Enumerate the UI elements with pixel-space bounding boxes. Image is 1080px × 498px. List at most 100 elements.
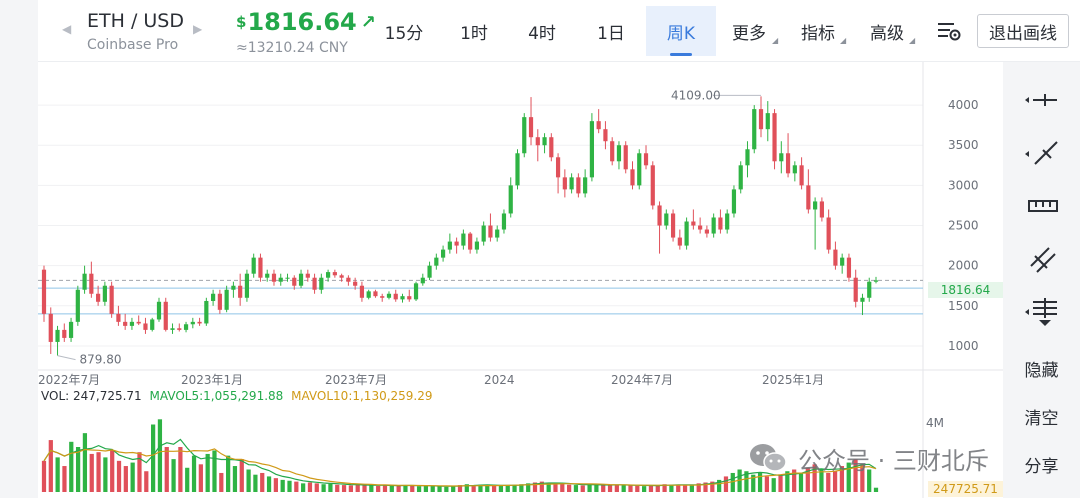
candle — [549, 133, 554, 162]
candle — [75, 285, 80, 326]
tab-15min[interactable]: 15分 — [384, 23, 424, 44]
price-chart[interactable]: 1000 1500 2000 2500 3000 3500 4000 2022年7月 2023年… — [38, 62, 1003, 388]
candle — [339, 273, 344, 282]
volume-bar — [621, 484, 626, 492]
volume-bar — [41, 460, 47, 492]
volume-bar — [260, 472, 265, 492]
candle — [765, 101, 770, 142]
volume-bar — [587, 484, 592, 492]
volume-bar — [151, 424, 156, 492]
volume-bar — [328, 483, 333, 492]
candle — [380, 293, 385, 302]
more-corner-icon: ◢ — [772, 36, 779, 45]
volume-bar — [314, 483, 319, 492]
candle — [183, 321, 189, 333]
volume-bar — [355, 484, 360, 492]
candle — [630, 161, 635, 190]
candle — [684, 217, 689, 250]
volume-bar — [505, 485, 510, 492]
y-tick-label: 4000 — [948, 98, 979, 112]
ruler-icon[interactable] — [1023, 190, 1063, 226]
hide-drawings-button[interactable]: 隐藏 — [1024, 361, 1059, 381]
volume-bar — [430, 486, 435, 492]
volume-bar — [491, 485, 497, 492]
candle — [129, 317, 135, 330]
candle — [468, 231, 473, 254]
volume-bar — [723, 476, 729, 492]
volume-bar — [757, 472, 763, 492]
volume-chart[interactable]: 4M — [38, 388, 1003, 498]
volume-bar — [362, 485, 367, 492]
trend-line-icon[interactable] — [1023, 136, 1063, 172]
candle — [799, 157, 804, 190]
candle — [643, 145, 649, 170]
candle — [860, 293, 865, 316]
tab-1day[interactable]: 1日 — [597, 23, 625, 44]
volume-bar — [867, 469, 872, 492]
chart-settings-icon[interactable] — [936, 18, 962, 44]
fibonacci-icon[interactable] — [1023, 294, 1063, 330]
candle — [217, 289, 222, 314]
volume-bar — [301, 483, 306, 492]
share-button[interactable]: 分享 — [1024, 457, 1059, 477]
candle — [298, 269, 304, 289]
candle — [528, 97, 534, 146]
volume-bar — [55, 457, 60, 492]
volume-bar — [294, 481, 299, 492]
tab-advanced[interactable]: 高级 — [870, 23, 904, 44]
volume-bar — [157, 419, 163, 492]
tab-more[interactable]: 更多 — [732, 23, 766, 44]
volume-bar — [410, 485, 415, 492]
candle — [353, 277, 358, 290]
volume-bar — [696, 483, 701, 492]
tab-4hour[interactable]: 4时 — [528, 23, 556, 44]
volume-bar — [798, 472, 804, 492]
mavol10-value: MAVOL10:1,130,259.29 — [291, 389, 433, 403]
y-tick-label: 2500 — [948, 219, 979, 233]
clear-drawings-button[interactable]: 清空 — [1024, 409, 1059, 429]
tab-1hour[interactable]: 1时 — [460, 23, 488, 44]
candle — [190, 317, 195, 329]
candle — [711, 213, 716, 238]
volume-bar — [594, 484, 599, 492]
volume-bar — [246, 469, 251, 492]
horizontal-line-icon[interactable] — [1023, 82, 1063, 118]
volume-bar — [62, 466, 67, 492]
candle — [474, 237, 480, 254]
price-value: 1816.64 — [247, 8, 357, 36]
exit-drawing-button[interactable]: 退出画线 — [977, 14, 1069, 48]
volume-bar — [307, 482, 313, 492]
candle — [657, 201, 662, 254]
volume-bar — [341, 485, 347, 492]
volume-bar — [185, 467, 190, 492]
x-tick-label: 2025年1月 — [762, 373, 824, 387]
prev-symbol-icon[interactable]: ◀ — [62, 22, 72, 36]
candle — [670, 209, 676, 242]
volume-bar — [655, 485, 660, 492]
tab-indicators[interactable]: 指标 — [801, 23, 835, 44]
volume-bar — [498, 485, 504, 492]
tab-weekly[interactable]: 周K — [646, 6, 716, 56]
volume-bar — [89, 453, 94, 492]
candle — [413, 281, 419, 301]
candle — [68, 317, 74, 342]
parallel-channel-icon[interactable] — [1023, 242, 1063, 278]
volume-bar — [457, 485, 463, 492]
x-tick-label: 2024 — [484, 373, 515, 387]
volume-bar — [389, 485, 394, 492]
next-symbol-icon[interactable]: ▶ — [193, 22, 203, 36]
candle — [589, 113, 594, 182]
candle — [440, 245, 446, 262]
candle — [346, 275, 351, 286]
volume-bar — [553, 484, 558, 492]
low-marker-line — [57, 355, 76, 361]
candle — [610, 137, 615, 166]
symbol-pair[interactable]: ETH / USD — [87, 10, 184, 32]
volume-bar — [103, 457, 108, 492]
candle — [55, 325, 60, 356]
volume-bar — [771, 478, 776, 492]
volume-bar — [226, 455, 231, 492]
volume-bar — [191, 455, 197, 492]
candle — [373, 289, 378, 298]
